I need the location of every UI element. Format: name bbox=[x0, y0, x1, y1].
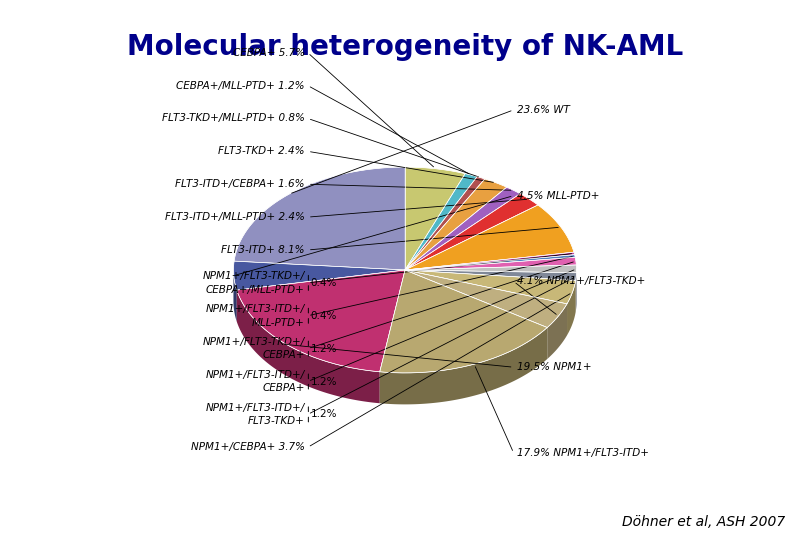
Polygon shape bbox=[233, 261, 405, 290]
Text: 4.5% MLL-PTD+: 4.5% MLL-PTD+ bbox=[517, 191, 599, 201]
Text: 0.4%: 0.4% bbox=[311, 310, 337, 321]
Text: NPM1+/FLT3-TKD+/: NPM1+/FLT3-TKD+/ bbox=[202, 271, 305, 281]
Polygon shape bbox=[576, 273, 577, 312]
Polygon shape bbox=[405, 255, 575, 270]
Text: 1.2%: 1.2% bbox=[311, 376, 337, 387]
Text: CEBPA+: CEBPA+ bbox=[262, 350, 305, 361]
Polygon shape bbox=[405, 265, 577, 273]
Text: NPM1+/FLT3-TKD+/: NPM1+/FLT3-TKD+/ bbox=[202, 337, 305, 347]
Polygon shape bbox=[380, 270, 548, 373]
Polygon shape bbox=[405, 270, 577, 280]
Text: Molecular heterogeneity of NK-AML: Molecular heterogeneity of NK-AML bbox=[127, 33, 683, 61]
Text: 1.2%: 1.2% bbox=[311, 409, 337, 420]
Text: NPM1+/FLT3-ITD+/: NPM1+/FLT3-ITD+/ bbox=[206, 402, 305, 413]
Text: MLL-PTD+: MLL-PTD+ bbox=[252, 318, 305, 328]
Polygon shape bbox=[405, 187, 520, 270]
Polygon shape bbox=[548, 304, 567, 359]
Text: FLT3-TKD+ 2.4%: FLT3-TKD+ 2.4% bbox=[219, 146, 305, 157]
Text: 19.5% NPM1+: 19.5% NPM1+ bbox=[517, 362, 591, 372]
Polygon shape bbox=[233, 269, 237, 321]
Text: 1.2%: 1.2% bbox=[311, 343, 337, 354]
Polygon shape bbox=[405, 173, 477, 270]
Text: 23.6% WT: 23.6% WT bbox=[517, 105, 569, 115]
Polygon shape bbox=[405, 270, 567, 327]
Polygon shape bbox=[405, 177, 485, 270]
Polygon shape bbox=[234, 167, 405, 270]
Polygon shape bbox=[567, 280, 576, 335]
Text: NPM1+/FLT3-ITD+/: NPM1+/FLT3-ITD+/ bbox=[206, 304, 305, 314]
Text: FLT3-ITD+/MLL-PTD+ 2.4%: FLT3-ITD+/MLL-PTD+ 2.4% bbox=[165, 212, 305, 222]
Text: 0.4%: 0.4% bbox=[311, 278, 337, 288]
Polygon shape bbox=[380, 327, 548, 404]
Polygon shape bbox=[405, 257, 577, 270]
Text: FLT3-TKD+: FLT3-TKD+ bbox=[248, 416, 305, 426]
Polygon shape bbox=[405, 252, 574, 270]
Text: CEBPA+/MLL-PTD+: CEBPA+/MLL-PTD+ bbox=[206, 285, 305, 295]
Polygon shape bbox=[405, 179, 507, 270]
Text: CEBPA+/MLL-PTD+ 1.2%: CEBPA+/MLL-PTD+ 1.2% bbox=[177, 80, 305, 91]
Text: Döhner et al, ASH 2007: Döhner et al, ASH 2007 bbox=[622, 515, 786, 529]
Polygon shape bbox=[237, 290, 380, 403]
Polygon shape bbox=[237, 270, 405, 372]
Text: 17.9% NPM1+/FLT3-ITD+: 17.9% NPM1+/FLT3-ITD+ bbox=[517, 448, 649, 458]
Polygon shape bbox=[405, 205, 574, 270]
Polygon shape bbox=[405, 167, 465, 270]
Text: CEBPA+ 5.7%: CEBPA+ 5.7% bbox=[232, 48, 305, 58]
Text: 4.1% NPM1+/FLT3-TKD+: 4.1% NPM1+/FLT3-TKD+ bbox=[517, 276, 645, 286]
Text: FLT3-TKD+/MLL-PTD+ 0.8%: FLT3-TKD+/MLL-PTD+ 0.8% bbox=[162, 113, 305, 124]
Text: NPM1+/FLT3-ITD+/: NPM1+/FLT3-ITD+/ bbox=[206, 370, 305, 380]
Text: FLT3-ITD+ 8.1%: FLT3-ITD+ 8.1% bbox=[221, 245, 305, 255]
Text: FLT3-ITD+/CEBPA+ 1.6%: FLT3-ITD+/CEBPA+ 1.6% bbox=[176, 179, 305, 189]
Polygon shape bbox=[405, 194, 538, 270]
Text: NPM1+/CEBPA+ 3.7%: NPM1+/CEBPA+ 3.7% bbox=[191, 442, 305, 453]
Text: CEBPA+: CEBPA+ bbox=[262, 383, 305, 393]
Polygon shape bbox=[405, 270, 576, 304]
